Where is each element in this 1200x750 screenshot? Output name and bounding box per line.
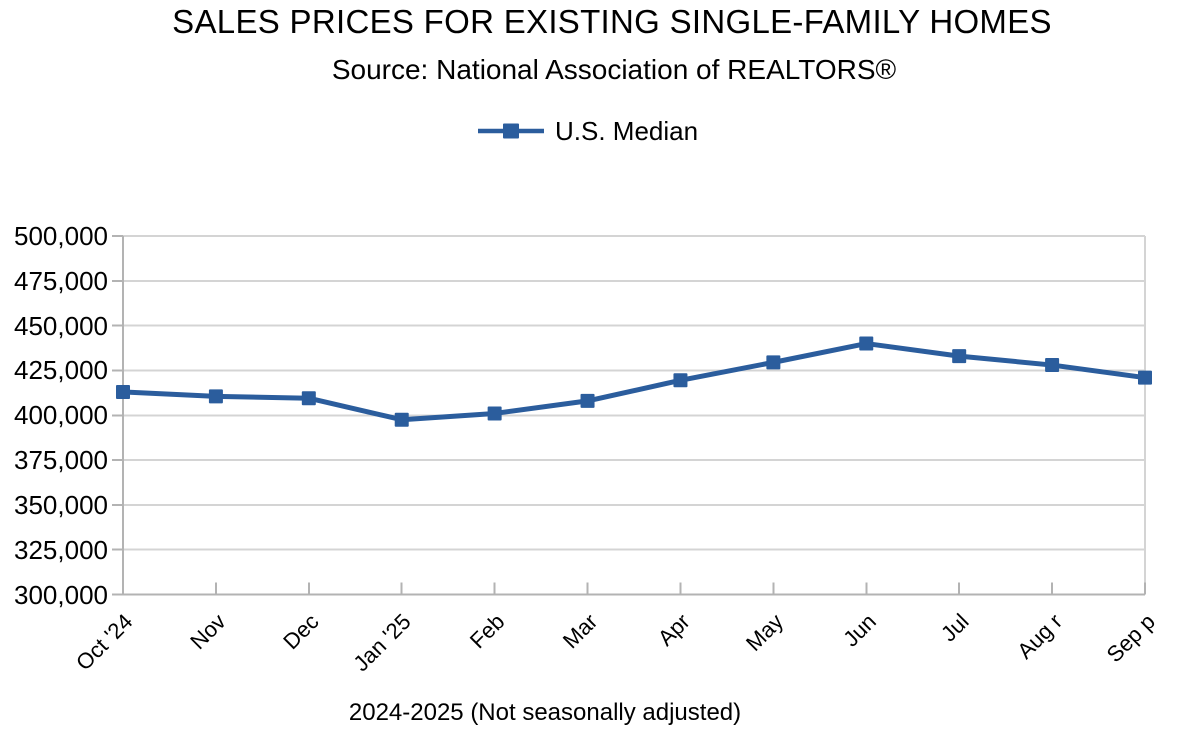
data-point-marker	[766, 355, 781, 370]
legend: U.S. Median	[477, 117, 698, 145]
y-axis-tick-label: 375,000	[14, 445, 108, 476]
data-point-marker	[580, 393, 595, 408]
data-point-marker	[208, 389, 223, 404]
data-point-marker	[487, 406, 502, 421]
data-point-marker	[952, 349, 967, 364]
chart-subtitle: Source: National Association of REALTORS…	[331, 54, 897, 85]
y-axis-tick-label: 425,000	[14, 355, 108, 386]
data-point-marker	[1138, 370, 1152, 385]
data-point-marker	[1045, 358, 1060, 373]
y-axis-tick-label: 400,000	[14, 400, 108, 431]
legend-marker-icon	[478, 123, 544, 139]
y-axis-tick-label: 300,000	[14, 579, 108, 610]
x-axis-title: 2024-2025 (Not seasonally adjusted)	[348, 699, 742, 726]
legend-square	[503, 123, 519, 139]
data-point-marker	[116, 384, 130, 399]
data-point-marker	[394, 412, 409, 427]
series-line	[120, 341, 1148, 423]
y-axis-tick-label: 450,000	[14, 310, 108, 341]
data-point-marker	[673, 373, 688, 388]
y-axis-tick-label: 350,000	[14, 489, 108, 520]
y-axis-tick-label: 500,000	[14, 221, 108, 251]
data-point-marker	[859, 336, 874, 351]
chart-title: SALES PRICES FOR EXISTING SINGLE-FAMILY …	[172, 3, 1052, 40]
legend-series-label: U.S. Median	[555, 116, 699, 146]
y-axis-tick-label: 475,000	[14, 265, 108, 296]
y-axis-tick-label: 325,000	[14, 534, 108, 565]
data-point-marker	[301, 391, 316, 406]
